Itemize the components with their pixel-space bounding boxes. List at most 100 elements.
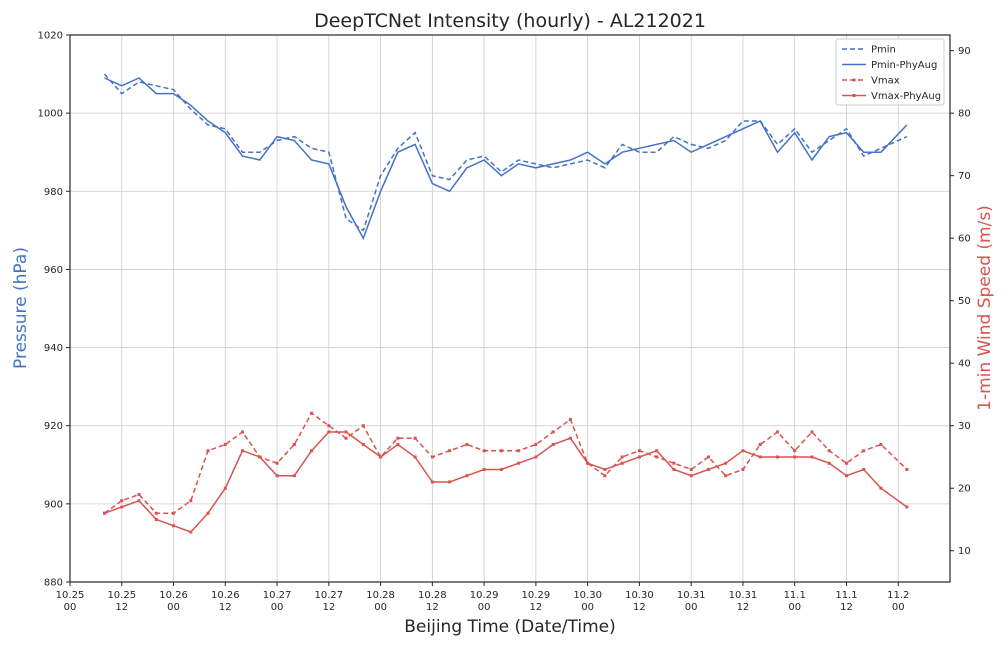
series-point xyxy=(534,455,538,459)
x-tick-time: 00 xyxy=(892,602,905,613)
x-tick-date: 10.28 xyxy=(418,590,447,601)
series-point xyxy=(499,467,503,471)
series-point xyxy=(905,505,909,509)
series-point xyxy=(517,449,521,453)
series-point xyxy=(637,455,641,459)
x-tick-date: 10.27 xyxy=(315,590,344,601)
x-axis: 10.250010.251210.260010.261210.270010.27… xyxy=(56,582,909,613)
series-point xyxy=(172,524,176,528)
right-tick-label: 40 xyxy=(958,359,971,370)
series-point xyxy=(292,442,296,446)
x-tick-date: 10.25 xyxy=(107,590,136,601)
series-point xyxy=(879,442,883,446)
series-point xyxy=(655,455,659,459)
series-point xyxy=(430,455,434,459)
series-point xyxy=(844,474,848,478)
series-point xyxy=(810,430,814,434)
series-point xyxy=(603,474,607,478)
x-tick-time: 00 xyxy=(64,602,77,613)
series-point xyxy=(137,492,141,496)
x-tick-time: 12 xyxy=(426,602,439,613)
series-point xyxy=(137,499,141,503)
series-line-pmin-phyaug xyxy=(104,77,908,241)
series-point xyxy=(620,455,624,459)
right-tick-label: 20 xyxy=(958,484,971,495)
series-point xyxy=(465,474,469,478)
x-axis-label: Beijing Time (Date/Time) xyxy=(404,617,616,637)
left-tick-label: 900 xyxy=(44,499,63,510)
chart-title: DeepTCNet Intensity (hourly) - AL212021 xyxy=(314,10,706,32)
series-point xyxy=(551,430,555,434)
x-tick-date: 10.28 xyxy=(366,590,395,601)
legend-label: Vmax-PhyAug xyxy=(871,91,941,102)
x-tick-date: 10.31 xyxy=(729,590,758,601)
x-tick-date: 10.31 xyxy=(677,590,706,601)
series-point xyxy=(310,411,314,415)
series-point xyxy=(275,461,279,465)
right-tick-label: 60 xyxy=(958,234,971,245)
right-tick-label: 90 xyxy=(958,46,971,57)
series-point xyxy=(103,511,107,515)
series-point xyxy=(223,442,227,446)
legend-label: Pmin-PhyAug xyxy=(871,60,937,71)
series-point xyxy=(620,461,624,465)
series-point xyxy=(862,449,866,453)
series-point xyxy=(344,430,348,434)
series-point xyxy=(482,467,486,471)
right-tick-label: 50 xyxy=(958,296,971,307)
x-tick-time: 00 xyxy=(788,602,801,613)
right-axis: 10 20 30 40 50 60 70 80 90 xyxy=(950,46,971,557)
series-point xyxy=(430,480,434,484)
series-point xyxy=(189,530,193,534)
right-tick-label: 10 xyxy=(958,546,971,557)
series-point xyxy=(223,486,227,490)
x-tick-time: 12 xyxy=(633,602,646,613)
series-point xyxy=(775,455,779,459)
x-tick-time: 00 xyxy=(478,602,491,613)
series-point xyxy=(379,455,383,459)
series-point xyxy=(327,424,331,428)
plot-frame xyxy=(69,34,951,583)
left-tick-label: 960 xyxy=(44,265,63,276)
series-point xyxy=(724,474,728,478)
series-point xyxy=(844,461,848,465)
x-tick-date: 10.26 xyxy=(211,590,240,601)
x-tick-date: 10.30 xyxy=(625,590,654,601)
series-point xyxy=(827,449,831,453)
series-point xyxy=(361,442,365,446)
right-tick-label: 80 xyxy=(958,109,971,120)
series-point xyxy=(810,455,814,459)
series-point xyxy=(775,430,779,434)
series-point xyxy=(758,455,762,459)
left-tick-label: 880 xyxy=(44,578,63,589)
series-point xyxy=(568,417,572,421)
left-axis: 880 900 920 940 960 980 1000 1020 xyxy=(38,31,70,589)
series-point xyxy=(189,499,193,503)
left-tick-label: 1000 xyxy=(38,109,63,120)
series-point xyxy=(206,511,210,515)
series-point xyxy=(258,455,262,459)
series-point xyxy=(172,511,176,515)
series-point xyxy=(241,449,245,453)
legend: Pmin Pmin-PhyAug Vmax Vmax-PhyAug xyxy=(835,38,945,106)
series-group xyxy=(103,73,909,534)
series-point xyxy=(706,467,710,471)
right-tick-label: 70 xyxy=(958,171,971,182)
x-tick-time: 00 xyxy=(374,602,387,613)
series-point xyxy=(154,511,158,515)
left-axis-label: Pressure (hPa) xyxy=(11,247,31,369)
x-tick-date: 10.30 xyxy=(573,590,602,601)
series-point xyxy=(793,455,797,459)
series-point xyxy=(310,449,314,453)
x-tick-date: 10.27 xyxy=(263,590,292,601)
series-point xyxy=(517,461,521,465)
series-point xyxy=(482,449,486,453)
x-tick-time: 12 xyxy=(219,602,232,613)
left-tick-label: 920 xyxy=(44,421,63,432)
legend-box xyxy=(835,38,945,106)
x-tick-date: 10.26 xyxy=(159,590,188,601)
series-point xyxy=(672,461,676,465)
x-tick-time: 12 xyxy=(737,602,750,613)
x-tick-date: 10.29 xyxy=(470,590,499,601)
